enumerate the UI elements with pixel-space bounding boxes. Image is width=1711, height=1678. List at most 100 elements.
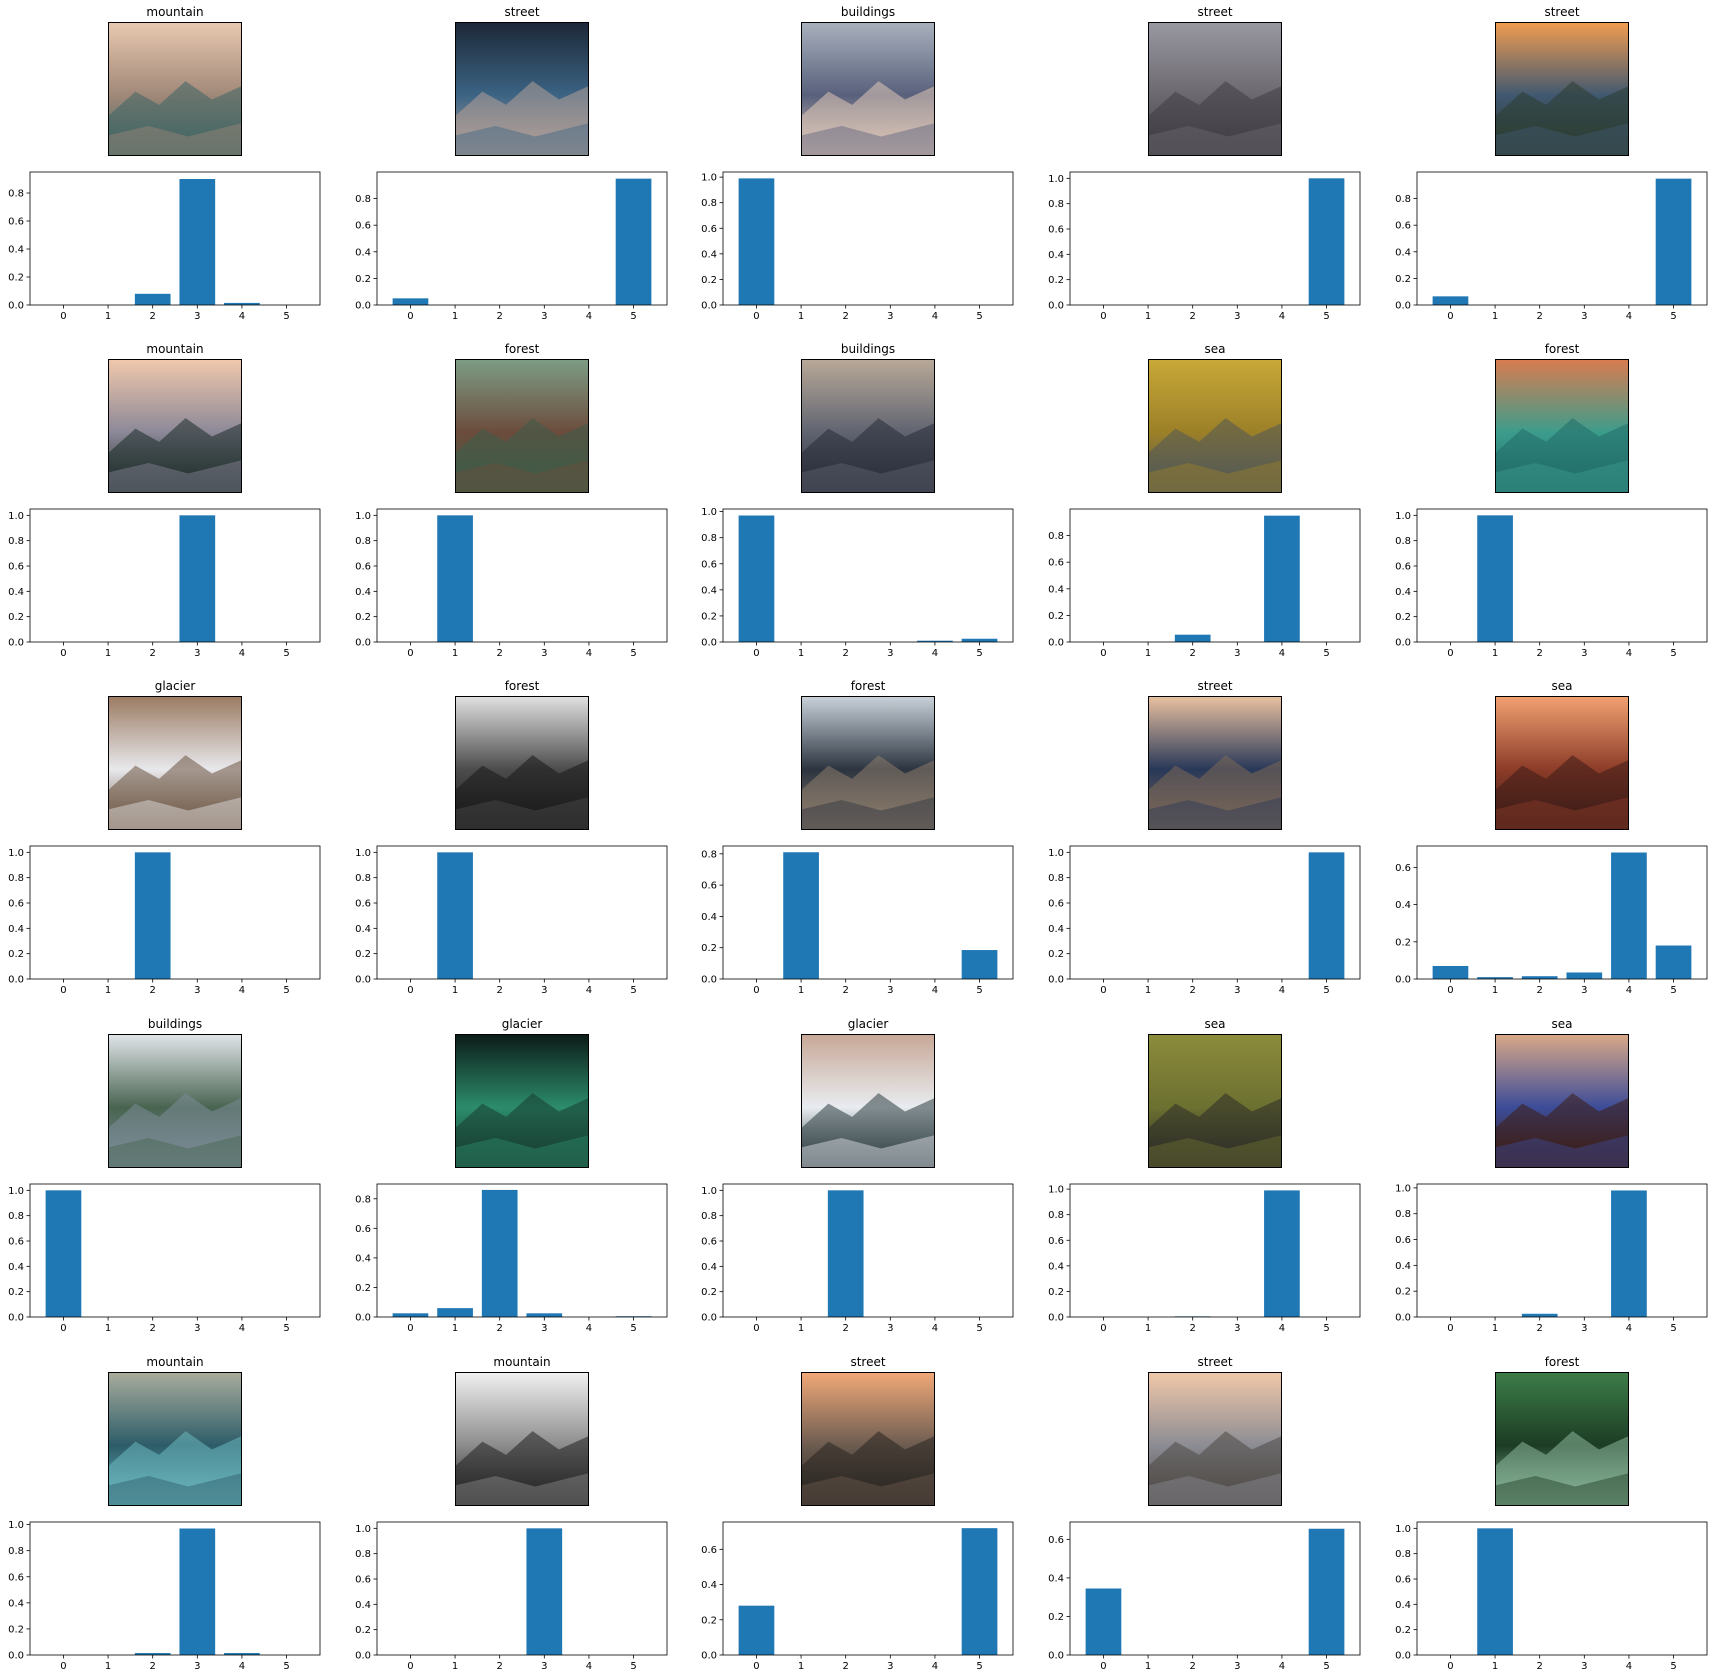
y-tick-label: 0.6 — [701, 559, 717, 570]
bar-1 — [437, 852, 473, 979]
x-tick-label: 3 — [194, 985, 200, 996]
y-tick-label: 0.4 — [355, 1600, 371, 1611]
probability-bar-chart: 0 1 2 3 4 5 0.0 0.2 0.4 0.6 0.8 1.0 — [1048, 1183, 1361, 1334]
thumbnail-image — [1148, 359, 1282, 493]
x-tick-label: 1 — [1145, 311, 1151, 322]
x-tick-label: 2 — [150, 985, 156, 996]
x-tick-label: 4 — [1279, 648, 1285, 659]
probability-bar-chart: 0 1 2 3 4 5 0.0 0.2 0.4 0.6 0.8 — [1048, 508, 1361, 659]
y-tick-label: 0.2 — [701, 611, 717, 622]
bar-1 — [437, 515, 473, 642]
x-tick-label: 1 — [105, 1661, 111, 1672]
x-tick-label: 0 — [1100, 1661, 1106, 1672]
x-tick-label: 2 — [150, 311, 156, 322]
x-tick-label: 5 — [630, 311, 636, 322]
x-tick-label: 1 — [105, 985, 111, 996]
y-tick-label: 0.6 — [1395, 1575, 1411, 1586]
y-tick-label: 0.4 — [1048, 1573, 1064, 1584]
x-tick-label: 5 — [630, 985, 636, 996]
x-tick-label: 1 — [1492, 648, 1498, 659]
axes-frame — [29, 508, 321, 643]
x-tick-label: 2 — [497, 311, 503, 322]
x-tick-label: 0 — [753, 1323, 759, 1334]
y-tick-label: 1.0 — [1395, 1524, 1411, 1535]
thumbnail-art — [109, 697, 241, 829]
y-tick-label: 1.0 — [355, 511, 371, 522]
y-tick-label: 0.0 — [701, 1313, 717, 1324]
thumbnail-image — [455, 1034, 589, 1168]
x-tick-label: 5 — [976, 1323, 982, 1334]
x-tick-label: 3 — [541, 1323, 547, 1334]
bar-3 — [179, 179, 216, 305]
image-title: sea — [1204, 1017, 1226, 1031]
y-tick-label: 0.2 — [701, 275, 717, 286]
x-tick-label: 4 — [932, 311, 938, 322]
x-tick-label: 3 — [541, 985, 547, 996]
x-tick-label: 0 — [407, 311, 413, 322]
x-tick-label: 3 — [1581, 985, 1587, 996]
x-tick-label: 5 — [630, 1661, 636, 1672]
bar-1 — [1477, 977, 1513, 979]
y-tick-label: 0.4 — [1048, 250, 1064, 261]
x-tick-label: 4 — [1279, 1661, 1285, 1672]
y-tick-label: 0.8 — [355, 1549, 371, 1560]
y-tick-label: 0.8 — [8, 1546, 24, 1557]
x-tick-label: 5 — [976, 985, 982, 996]
x-tick-label: 2 — [1190, 1323, 1196, 1334]
y-tick-label: 0.6 — [1395, 1235, 1411, 1246]
axes-frame — [722, 508, 1014, 643]
x-tick-label: 0 — [1100, 648, 1106, 659]
x-tick-label: 0 — [753, 985, 759, 996]
x-tick-label: 2 — [1537, 1661, 1543, 1672]
y-tick-label: 0.2 — [8, 1624, 24, 1635]
y-tick-label: 0.2 — [355, 612, 371, 623]
bar-4 — [224, 1653, 260, 1655]
y-tick-label: 0.8 — [355, 1194, 371, 1205]
bar-5 — [1655, 945, 1692, 979]
x-tick-label: 0 — [407, 1661, 413, 1672]
x-tick-label: 0 — [407, 648, 413, 659]
image-title: street — [850, 1355, 886, 1369]
x-tick-label: 0 — [407, 985, 413, 996]
x-tick-label: 1 — [1492, 1323, 1498, 1334]
y-tick-label: 0.2 — [701, 1287, 717, 1298]
image-title: forest — [504, 342, 540, 356]
y-tick-label: 0.4 — [1395, 900, 1411, 911]
x-tick-label: 2 — [843, 1661, 849, 1672]
y-tick-label: 1.0 — [1395, 1183, 1411, 1194]
thumbnail-image — [801, 696, 935, 830]
x-tick-label: 1 — [798, 311, 804, 322]
x-tick-label: 3 — [887, 311, 893, 322]
x-tick-label: 2 — [1537, 648, 1543, 659]
thumbnail-image — [1148, 696, 1282, 830]
bar-1 — [783, 852, 819, 979]
thumbnail-image — [455, 359, 589, 493]
y-tick-label: 0.4 — [355, 1253, 371, 1264]
x-tick-label: 3 — [541, 1661, 547, 1672]
probability-bar-chart: 0 1 2 3 4 5 0.0 0.2 0.4 0.6 0.8 — [1395, 171, 1708, 322]
y-tick-label: 0.0 — [355, 638, 371, 649]
y-tick-label: 1.0 — [355, 1524, 371, 1535]
axes-frame — [1069, 845, 1361, 980]
y-tick-label: 0.2 — [701, 1615, 717, 1626]
y-tick-label: 0.8 — [1048, 873, 1064, 884]
thumbnail-image — [108, 22, 242, 156]
bar-1 — [1477, 1528, 1513, 1655]
probability-bar-chart: 0 1 2 3 4 5 0.0 0.2 0.4 0.6 0.8 1.0 — [8, 1183, 321, 1334]
y-tick-label: 0.4 — [1395, 1600, 1411, 1611]
x-tick-label: 4 — [239, 311, 245, 322]
probability-bar-chart: 0 1 2 3 4 5 0.0 0.2 0.4 0.6 0.8 1.0 — [701, 171, 1014, 322]
y-tick-label: 0.4 — [701, 1262, 717, 1273]
x-tick-label: 3 — [1234, 1323, 1240, 1334]
bar-5 — [1308, 1528, 1345, 1655]
bar-2 — [827, 1190, 864, 1317]
y-tick-label: 0.6 — [8, 1572, 24, 1583]
y-tick-label: 0.0 — [8, 975, 24, 986]
x-tick-label: 1 — [1145, 1661, 1151, 1672]
y-tick-label: 0.4 — [1395, 247, 1411, 258]
thumbnail-art — [456, 697, 588, 829]
bar-0 — [738, 178, 775, 305]
x-tick-label: 2 — [843, 648, 849, 659]
x-tick-label: 4 — [239, 1323, 245, 1334]
